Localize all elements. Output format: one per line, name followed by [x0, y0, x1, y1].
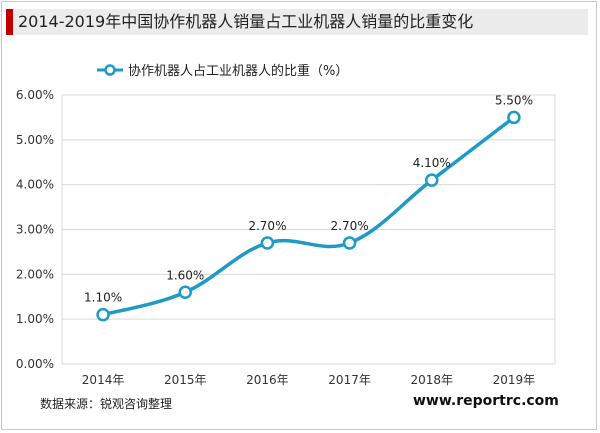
data-point — [342, 236, 357, 250]
data-label: 1.10% — [84, 291, 122, 305]
data-label: 1.60% — [166, 268, 204, 282]
y-tick-label: 4.00% — [16, 178, 54, 192]
x-tick-label: 2014年 — [82, 373, 125, 387]
legend-label: 协作机器人占工业机器人的比重（%） — [128, 63, 348, 79]
title-bar: 2014-2019年中国协作机器人销量占工业机器人销量的比重变化 — [6, 9, 588, 35]
y-tick-label: 3.00% — [16, 223, 54, 237]
title-accent-bar — [6, 9, 13, 35]
x-tick-label: 2019年 — [493, 373, 536, 387]
x-tick-label: 2017年 — [328, 373, 371, 387]
data-label: 2.70% — [331, 219, 369, 233]
data-series: 1.10% 1.60% 2.70% 2.70% 4.10% 5.50% — [84, 93, 533, 322]
y-tick-label: 2.00% — [16, 267, 54, 281]
data-label: 2.70% — [248, 219, 286, 233]
x-tick-label: 2015年 — [164, 373, 207, 387]
y-tick-label: 0.00% — [16, 357, 54, 371]
data-point — [260, 236, 275, 250]
y-tick-label: 5.00% — [16, 133, 54, 147]
y-axis-ticks: 0.00% 1.00% 2.00% 3.00% 4.00% 5.00% 6.00% — [16, 88, 54, 371]
x-tick-label: 2018年 — [410, 373, 453, 387]
y-tick-label: 1.00% — [16, 312, 54, 326]
x-tick-label: 2016年 — [246, 373, 289, 387]
data-point — [425, 173, 439, 187]
data-label: 4.10% — [413, 156, 451, 170]
legend: 协作机器人占工业机器人的比重（%） — [97, 63, 348, 79]
data-point — [507, 110, 521, 125]
data-label: 5.50% — [495, 93, 533, 107]
chart-title: 2014-2019年中国协作机器人销量占工业机器人销量的比重变化 — [18, 12, 474, 31]
grid-lines — [61, 94, 556, 365]
source-note: 数据来源：锐观咨询整理 — [40, 397, 173, 411]
data-point — [96, 307, 110, 322]
legend-marker — [104, 64, 116, 76]
series-line — [102, 116, 515, 317]
x-axis-ticks: 2014年 2015年 2016年 2017年 2018年 2019年 — [82, 373, 535, 387]
data-point — [178, 285, 192, 300]
y-tick-label: 6.00% — [16, 88, 54, 102]
website-link[interactable]: www.reportrc.com — [413, 393, 559, 409]
